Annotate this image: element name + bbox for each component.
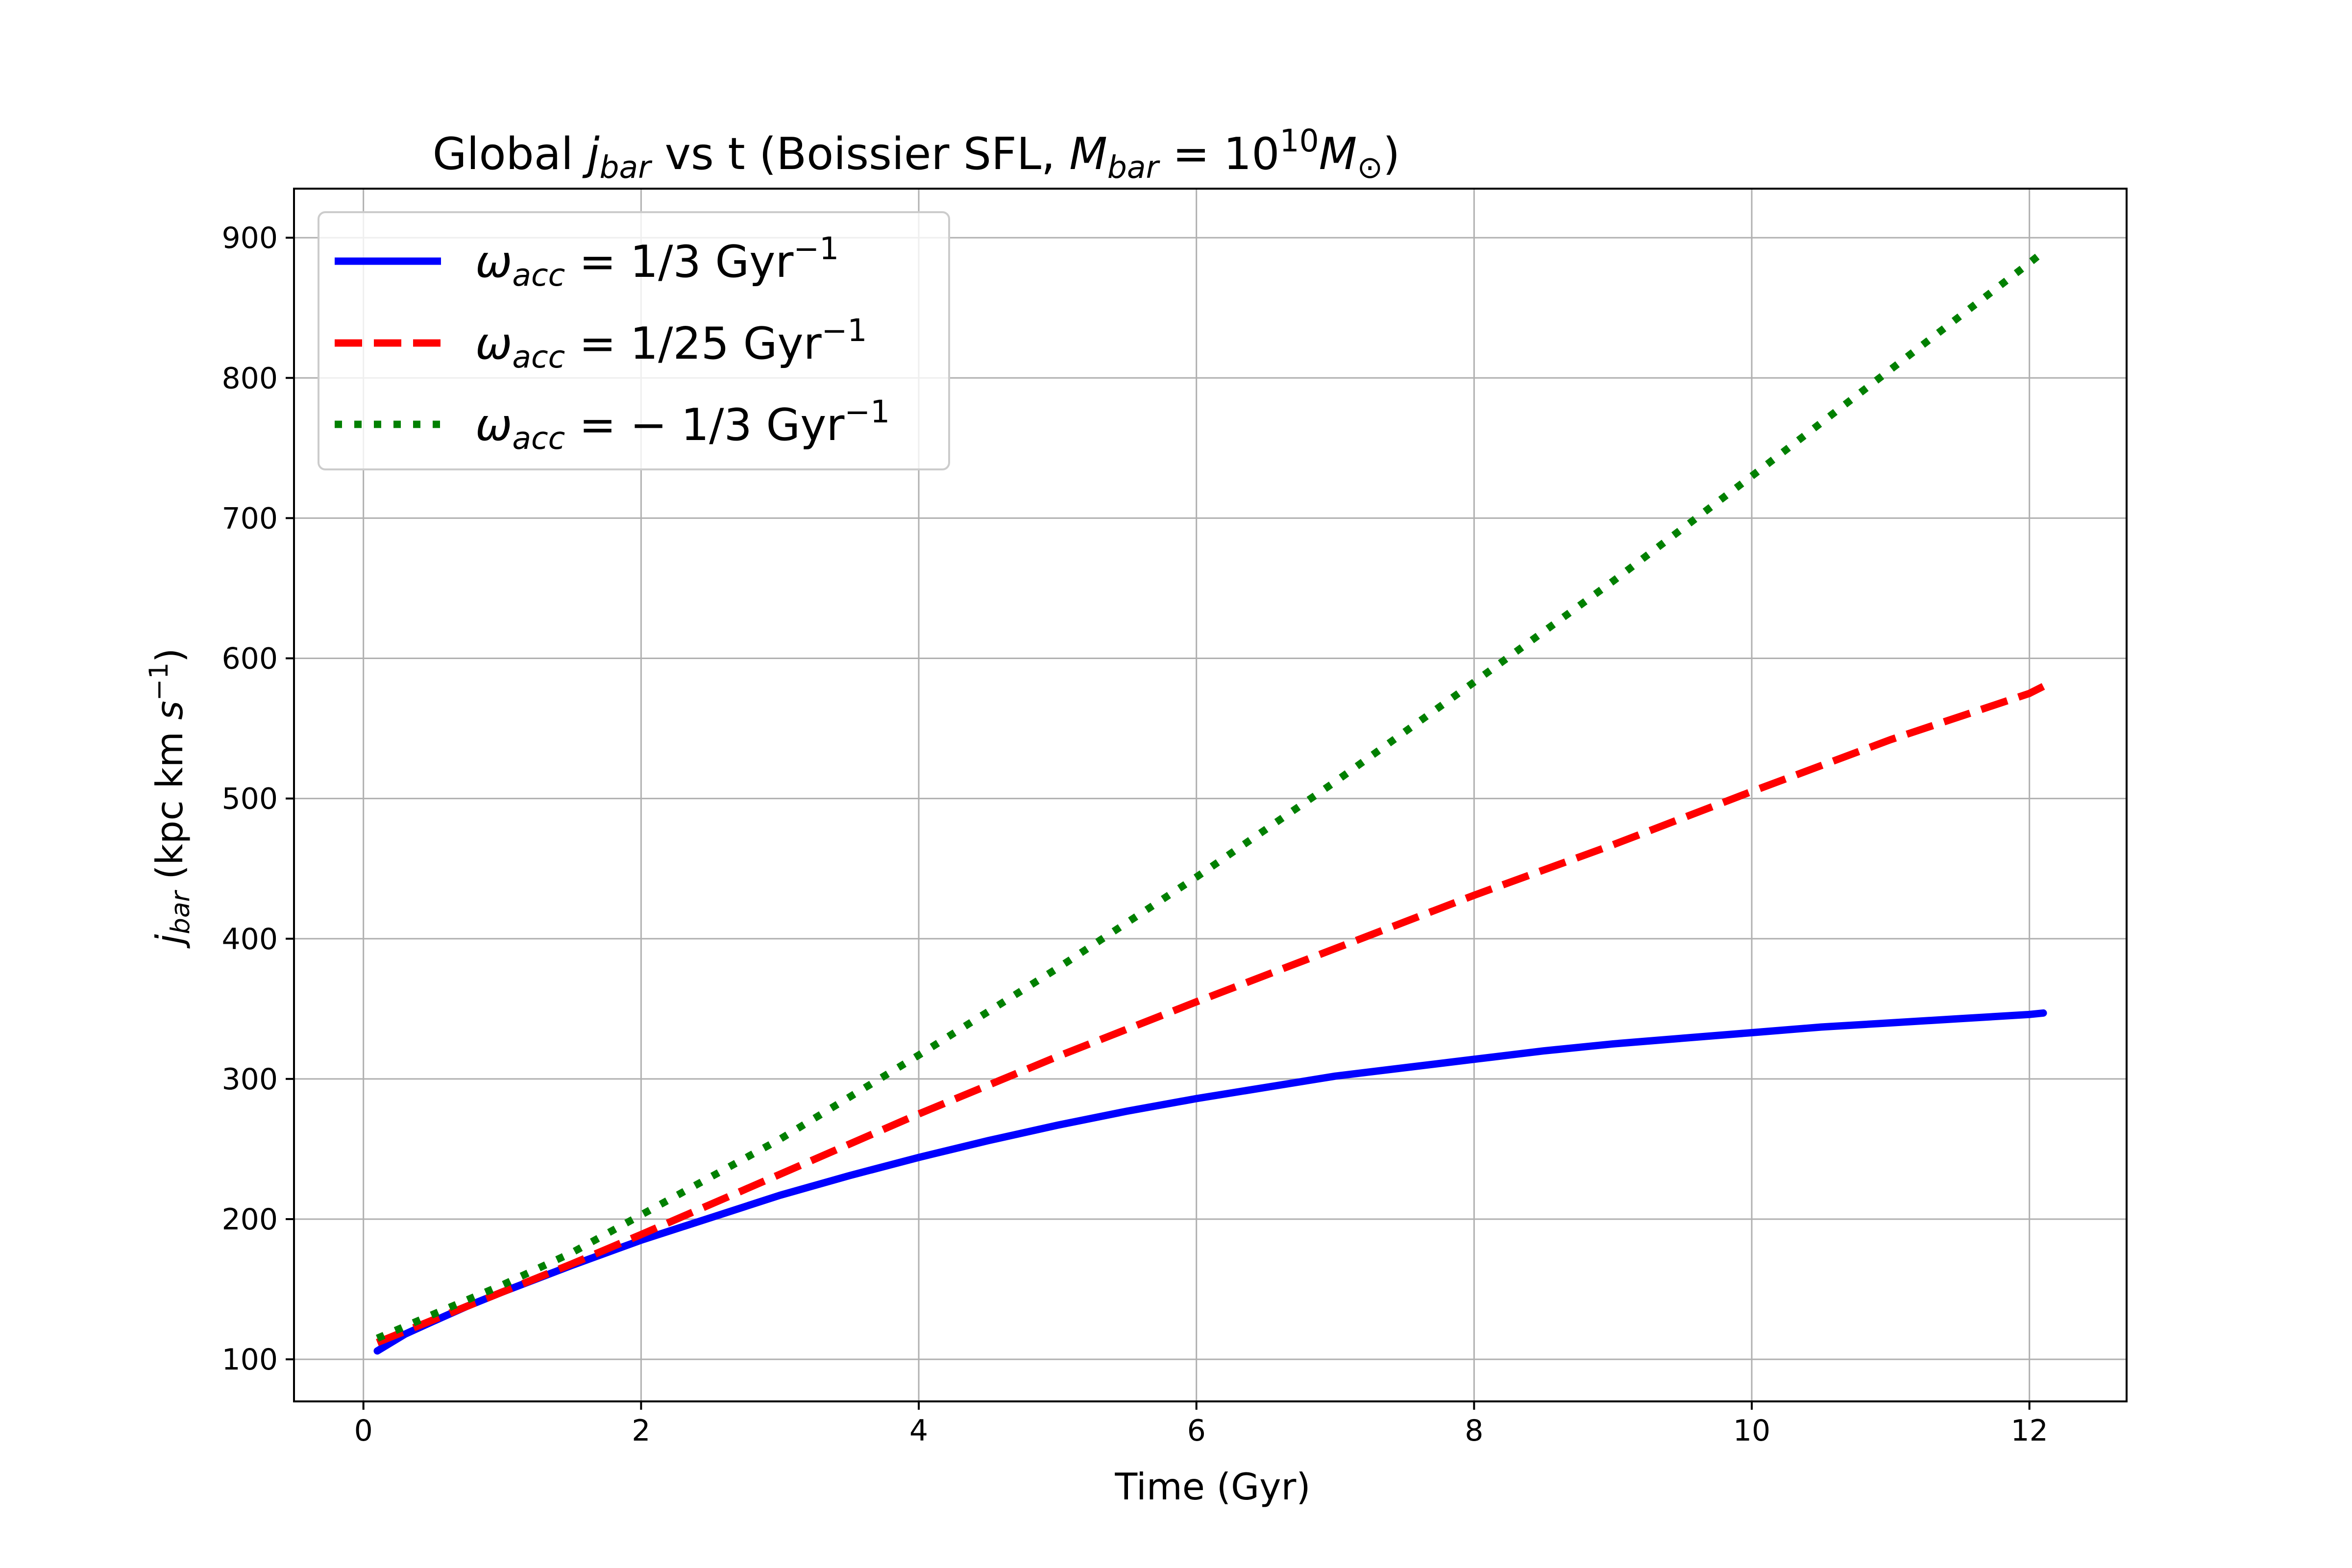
y-axis-label: jbar (kpc km s−1) <box>144 648 196 949</box>
chart-title: Global jbar vs t (Boissier SFL, Mbar = 1… <box>433 123 1400 185</box>
series-lines <box>373 248 2047 1355</box>
legend: ωacc = 1/3 Gyr−1 ωacc = 1/25 Gyr−1 ωacc … <box>318 211 950 470</box>
y-tick-label: 600 <box>221 642 278 676</box>
plot-frame <box>293 188 2128 1402</box>
y-tick-label: 400 <box>221 922 278 956</box>
legend-label-omega-1-25: ωacc = 1/25 Gyr−1 <box>475 313 867 375</box>
legend-label-omega-1-3: ωacc = 1/3 Gyr−1 <box>475 231 839 293</box>
legend-box <box>318 211 950 470</box>
y-tick-label: 200 <box>221 1202 278 1237</box>
x-tick-label: 8 <box>1465 1414 1483 1448</box>
x-tick-label: 6 <box>1187 1414 1206 1448</box>
x-tick-label: 2 <box>632 1414 650 1448</box>
series-line-omega-1-25 <box>376 683 2045 1346</box>
y-tick-label: 800 <box>221 361 278 395</box>
x-tick-label: 4 <box>909 1414 928 1448</box>
y-tick-label: 100 <box>221 1343 278 1377</box>
y-tick-label: 500 <box>221 782 278 816</box>
x-axis-label: Time (Gyr) <box>1114 1465 1310 1508</box>
y-tick-label: 900 <box>221 221 278 255</box>
x-tick-label: 0 <box>354 1414 373 1448</box>
axis-ticks: 0 2 4 6 8 10 12 100 200 300 400 500 600 700 800 900 <box>221 221 2048 1448</box>
y-tick-label: 300 <box>221 1062 278 1097</box>
legend-label-omega-neg-1-3: ωacc = − 1/3 Gyr−1 <box>475 394 890 456</box>
y-tick-label: 700 <box>221 501 278 536</box>
x-tick-label: 12 <box>2010 1414 2048 1448</box>
x-tick-label: 10 <box>1733 1414 1770 1448</box>
